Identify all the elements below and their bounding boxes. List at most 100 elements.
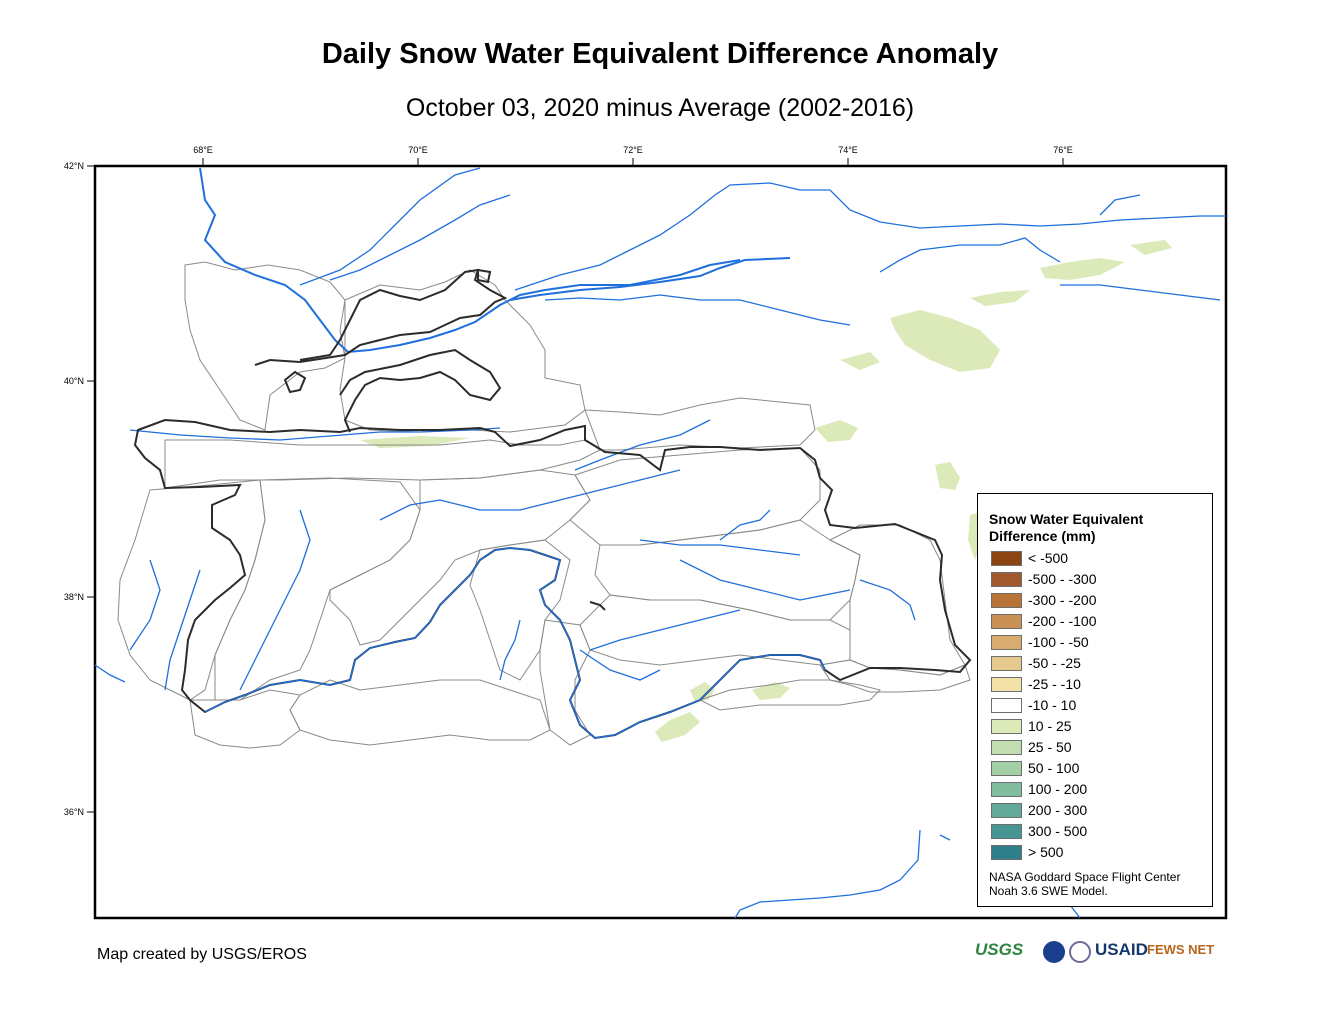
river-surkhandarya <box>164 569 201 691</box>
nasa-logo <box>1043 941 1065 963</box>
usaid-logo: USAID <box>1095 940 1148 959</box>
river-kashkadarya <box>129 559 161 651</box>
legend-label: -300 - -200 <box>1028 592 1097 608</box>
legend-title: Snow Water Equivalent Difference (mm) <box>989 511 1143 545</box>
legend-label: -200 - -100 <box>1028 613 1097 629</box>
legend-label: > 500 <box>1028 844 1064 860</box>
river-bartang <box>859 579 916 621</box>
river-indus <box>1069 904 1081 919</box>
legend-swatch <box>991 845 1022 860</box>
basin-fergana-north <box>339 269 586 433</box>
legend-swatch <box>991 593 1022 608</box>
legend-panel: Snow Water Equivalent Difference (mm) < … <box>977 493 1213 907</box>
river-pamir-2 <box>579 649 661 681</box>
legend-credit: NASA Goddard Space Flight Center Noah 3.… <box>989 870 1180 898</box>
river-talas <box>514 182 1226 291</box>
river-karadarya-north <box>544 294 851 326</box>
anomaly-patch-kashgar <box>815 420 858 442</box>
legend-credit-line1: NASA Goddard Space Flight Center <box>989 870 1181 884</box>
fews-net-logo: FEWS NET <box>1147 942 1215 957</box>
anomaly-patch-alai-1 <box>890 310 1000 372</box>
legend-swatch <box>991 803 1022 818</box>
legend-label: -10 - 10 <box>1028 697 1077 713</box>
legend-label: < -500 <box>1028 550 1069 566</box>
river-naryn <box>509 257 791 301</box>
logo-strip: USGS USAID FEWS NET <box>975 940 1220 966</box>
lon-label-70: 70°E <box>408 145 428 155</box>
legend-credit-line2: Noah 3.6 SWE Model. <box>989 884 1108 898</box>
legend-swatch <box>991 635 1022 650</box>
river-east-basin <box>574 419 711 471</box>
basin-afghan-3 <box>698 679 881 711</box>
legend-label: -500 - -300 <box>1028 571 1097 587</box>
lon-label-68: 68°E <box>193 145 213 155</box>
river-ahangaran <box>329 194 511 281</box>
map-subtitle: October 03, 2020 minus Average (2002-201… <box>405 94 915 122</box>
river-zerafshan <box>129 427 501 441</box>
graticule-ticks <box>87 158 1064 813</box>
legend-label: 50 - 100 <box>1028 760 1080 776</box>
snow-anomaly-patches <box>360 240 1172 742</box>
basin-afghan-2 <box>189 689 301 749</box>
anomaly-patch-alai-2 <box>840 352 880 370</box>
river-amu-west <box>94 664 126 683</box>
legend-swatch <box>991 614 1022 629</box>
legend-title-line2: Difference (mm) <box>989 528 1096 544</box>
border-south-upper <box>589 601 606 611</box>
legend-swatch <box>991 677 1022 692</box>
legend-swatch <box>991 782 1022 797</box>
legend-label: 10 - 25 <box>1028 718 1072 734</box>
river-east-lower <box>1060 284 1221 301</box>
border-enclave-2 <box>477 268 492 284</box>
anomaly-patch-tianshan-3 <box>970 290 1030 306</box>
legend-swatch <box>991 719 1022 734</box>
river-chirchik <box>299 167 481 286</box>
basin-north-west <box>184 261 346 431</box>
river-china-east <box>939 834 951 841</box>
legend-swatch <box>991 824 1022 839</box>
map-credit: Map created by USGS/EROS <box>97 946 307 963</box>
legend-swatch <box>991 740 1022 755</box>
border-fergana-south <box>339 348 502 433</box>
river-kafirnigan <box>239 509 311 691</box>
lat-label-38: 38°N <box>64 592 84 602</box>
anomaly-patch-tianshan-2 <box>1130 240 1172 255</box>
legend-swatch <box>991 551 1022 566</box>
lon-label-72: 72°E <box>623 145 643 155</box>
legend-label: 100 - 200 <box>1028 781 1088 797</box>
anomaly-patch-tianshan-1 <box>1040 258 1125 280</box>
anomaly-patch-hindukush-3 <box>752 682 790 700</box>
anomaly-patch-hindukush-2 <box>655 712 700 742</box>
legend-label: -100 - -50 <box>1028 634 1089 650</box>
legend-swatch <box>991 698 1022 713</box>
lat-label-42: 42°N <box>64 161 84 171</box>
map-title: Daily Snow Water Equivalent Difference A… <box>321 38 999 70</box>
river-muksu <box>679 559 851 601</box>
state-department-seal <box>1069 941 1091 963</box>
river-pamir-1 <box>589 609 741 651</box>
lon-label-74: 74°E <box>838 145 858 155</box>
river-china-south <box>734 829 921 919</box>
legend-swatch <box>991 656 1022 671</box>
legend-label: 200 - 300 <box>1028 802 1088 818</box>
river-east-tributary <box>879 237 1061 273</box>
river-panj <box>204 547 826 739</box>
legend-label: 25 - 50 <box>1028 739 1072 755</box>
legend-swatch <box>991 572 1022 587</box>
rivers <box>94 167 1226 919</box>
legend-label: -25 - -10 <box>1028 676 1081 692</box>
legend-title-line1: Snow Water Equivalent <box>989 511 1144 527</box>
basin-panj-south <box>539 619 591 746</box>
river-syr-darya <box>199 167 741 354</box>
river-vakhsh-1 <box>379 469 681 521</box>
river-vakhsh-2 <box>639 539 801 556</box>
legend-label: 300 - 500 <box>1028 823 1088 839</box>
lon-label-76: 76°E <box>1053 145 1073 155</box>
border-kyrgyz-fergana <box>254 268 508 366</box>
anomaly-patch-east-1 <box>935 462 960 490</box>
lat-label-36: 36°N <box>64 807 84 817</box>
legend-swatch <box>991 761 1022 776</box>
river-south-1 <box>499 619 521 681</box>
legend-label: -50 - -25 <box>1028 655 1081 671</box>
river-east-upper <box>1099 194 1141 216</box>
